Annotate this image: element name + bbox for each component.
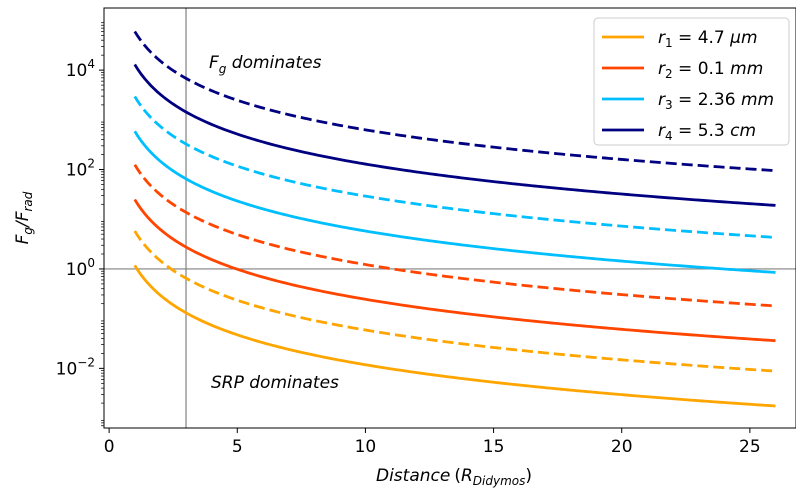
y-tick-label: 104 bbox=[66, 57, 95, 81]
series-line-4-dashed bbox=[133, 163, 776, 308]
series-line-1-solid bbox=[133, 264, 776, 408]
x-tick-label: 15 bbox=[483, 437, 505, 457]
legend-item-4: r4 = 5.3 cm bbox=[602, 121, 756, 143]
legend-item-3: r3 = 2.36 mm bbox=[602, 90, 774, 112]
y-axis-label: Fg/Frad bbox=[13, 191, 35, 244]
legend-label: r4 = 5.3 cm bbox=[658, 121, 756, 143]
legend-item-2: r2 = 0.1 mm bbox=[602, 59, 763, 81]
x-axis-label: Distance (RDidymos) bbox=[376, 466, 532, 488]
series-line-2-dashed bbox=[133, 230, 776, 373]
legend-label: r1 = 4.7 µm bbox=[658, 28, 758, 50]
legend: r1 = 4.7 µm r2 = 0.1 mm r3 = 2.36 mm r4 = 5… bbox=[593, 17, 790, 146]
annotation-fg-dominates: Fg dominates bbox=[209, 53, 322, 76]
series-line-8-dashed bbox=[133, 30, 776, 173]
x-tick-label: 25 bbox=[739, 437, 761, 457]
legend-item-1: r1 = 4.7 µm bbox=[602, 28, 758, 50]
x-tick-label: 0 bbox=[104, 437, 115, 457]
legend-box bbox=[593, 17, 790, 146]
x-tick-label: 20 bbox=[611, 437, 633, 457]
series-line-6-dashed bbox=[133, 95, 776, 239]
annotation-srp-dominates: SRP dominates bbox=[211, 373, 339, 393]
y-tick-label: 102 bbox=[66, 157, 95, 181]
y-tick-label: 100 bbox=[66, 256, 95, 280]
series-line-3-solid bbox=[133, 198, 776, 343]
x-tick-label: 5 bbox=[232, 437, 243, 457]
x-tick-label: 10 bbox=[355, 437, 377, 457]
ticks-layer: 0 5 10 15 20 25 10−2 100 102 104 bbox=[56, 22, 761, 457]
series-layer bbox=[133, 30, 776, 408]
y-tick-label: 10−2 bbox=[56, 355, 95, 379]
legend-label: r3 = 2.36 mm bbox=[658, 90, 774, 112]
legend-label: r2 = 0.1 mm bbox=[658, 59, 763, 81]
series-line-7-solid bbox=[133, 63, 776, 207]
series-line-5-solid bbox=[133, 130, 776, 274]
plot-frame bbox=[103, 7, 796, 429]
